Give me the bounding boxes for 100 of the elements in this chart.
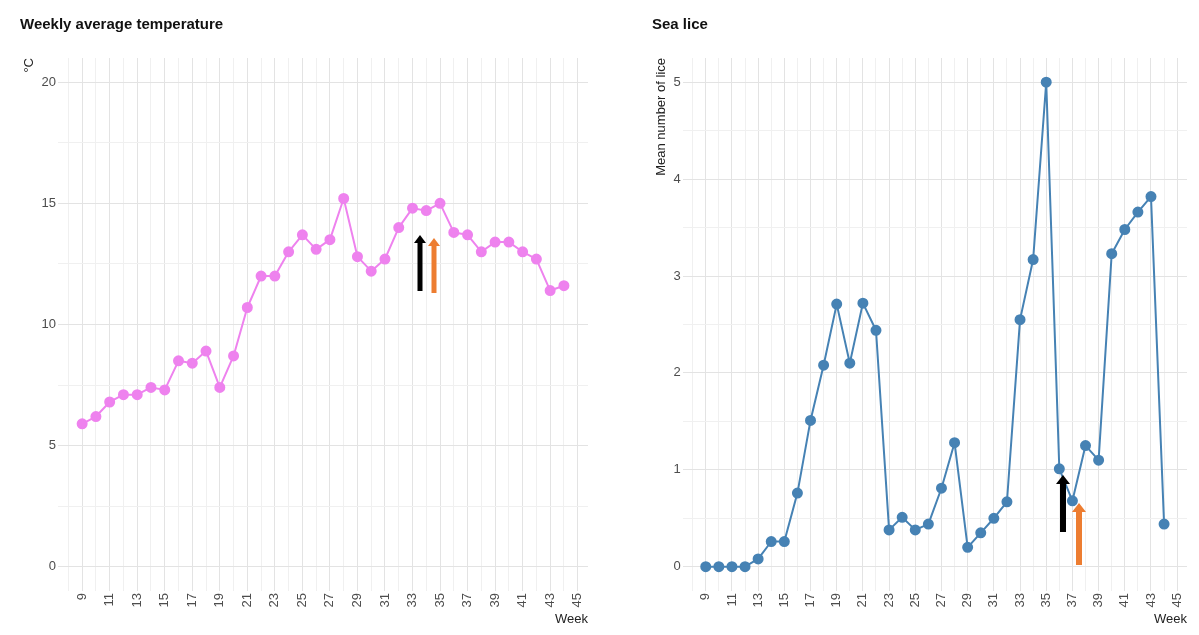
x-tick-label: 25 — [293, 592, 309, 608]
point — [896, 511, 908, 523]
x-tick-label: 27 — [933, 592, 949, 608]
x-tick-label: 37 — [459, 592, 475, 608]
x-tick-label: 9 — [73, 592, 89, 601]
point — [407, 202, 418, 214]
point — [145, 381, 157, 393]
point — [1040, 76, 1052, 88]
point — [131, 389, 143, 401]
x-tick-label: 37 — [1063, 592, 1079, 608]
point — [1132, 206, 1144, 218]
point — [310, 243, 322, 255]
x-tick-label: 29 — [349, 592, 365, 608]
x-tick-label: 33 — [404, 592, 420, 608]
x-tick-label: 45 — [1168, 592, 1184, 608]
x-tick-label: 19 — [828, 592, 844, 608]
point — [117, 389, 129, 401]
y-axis-title: Mean number of lice — [653, 58, 669, 176]
point — [791, 487, 803, 499]
x-tick-label: 35 — [431, 592, 447, 608]
point — [1027, 254, 1039, 266]
y-tick-label: 0 — [48, 558, 57, 574]
point — [975, 527, 987, 539]
y-tick-label: 0 — [673, 558, 681, 574]
point — [857, 297, 869, 309]
y-tick-label: 20 — [41, 73, 57, 89]
point — [200, 345, 212, 357]
point — [324, 234, 336, 246]
x-tick-label: 23 — [266, 592, 282, 608]
chart-title: Weekly average temperature — [20, 15, 224, 33]
y-tick-label: 4 — [673, 170, 681, 186]
x-tick-label: 25 — [906, 592, 922, 608]
x-tick-label: 15 — [775, 592, 791, 608]
point — [1145, 191, 1157, 203]
x-tick-label: 41 — [1116, 592, 1132, 608]
point — [1106, 248, 1118, 260]
x-tick-label: 45 — [569, 592, 585, 608]
point — [296, 229, 308, 241]
x-tick-label: 31 — [985, 592, 1001, 608]
point — [988, 512, 1000, 524]
x-tick-label: 23 — [880, 592, 896, 608]
point — [949, 437, 961, 449]
y-tick-label: 10 — [41, 316, 57, 332]
point — [909, 524, 921, 536]
point — [1053, 463, 1065, 475]
point — [713, 561, 725, 573]
point — [1158, 518, 1170, 530]
point — [752, 553, 764, 565]
x-tick-label: 11 — [723, 592, 739, 607]
point — [739, 561, 751, 573]
y-tick-label: 15 — [41, 194, 57, 210]
point — [544, 285, 556, 297]
x-tick-label: 43 — [1142, 592, 1158, 608]
point — [420, 205, 432, 217]
point — [379, 253, 391, 265]
point — [283, 246, 295, 258]
x-tick-label: 39 — [486, 592, 502, 608]
y-tick-label: 3 — [673, 267, 681, 283]
x-tick-label: 13 — [128, 592, 144, 608]
point — [1080, 440, 1092, 452]
y-tick-label: 5 — [673, 73, 681, 89]
point — [186, 357, 198, 369]
point — [883, 524, 895, 536]
x-tick-label: 41 — [514, 592, 530, 608]
point — [365, 265, 377, 277]
x-axis-title: Week — [1154, 610, 1188, 626]
x-tick-label: 39 — [1090, 592, 1106, 608]
point — [1093, 454, 1105, 466]
point — [1066, 495, 1078, 507]
point — [558, 280, 570, 292]
x-tick-label: 11 — [101, 592, 117, 607]
x-tick-label: 21 — [238, 592, 254, 608]
x-tick-label: 17 — [802, 592, 818, 608]
point — [173, 355, 184, 367]
point — [844, 357, 856, 369]
y-tick-label: 2 — [673, 364, 681, 380]
point — [922, 518, 934, 530]
point — [778, 536, 790, 548]
point — [241, 302, 253, 314]
point — [517, 246, 529, 258]
point — [489, 236, 501, 248]
point — [962, 541, 974, 553]
point — [269, 270, 281, 282]
y-axis-title: °C — [21, 58, 37, 73]
point — [700, 561, 712, 573]
x-tick-label: 9 — [697, 592, 713, 601]
point — [1001, 496, 1013, 508]
x-axis-title: Week — [555, 610, 589, 626]
point — [818, 359, 830, 371]
point — [76, 418, 88, 430]
x-tick-label: 27 — [321, 592, 337, 608]
point — [870, 324, 882, 336]
x-tick-label: 21 — [854, 592, 870, 608]
x-tick-label: 15 — [156, 592, 172, 608]
point — [1014, 314, 1026, 326]
point — [434, 197, 446, 209]
point — [228, 350, 240, 362]
point — [475, 246, 487, 258]
point — [338, 193, 350, 204]
point — [805, 414, 817, 426]
